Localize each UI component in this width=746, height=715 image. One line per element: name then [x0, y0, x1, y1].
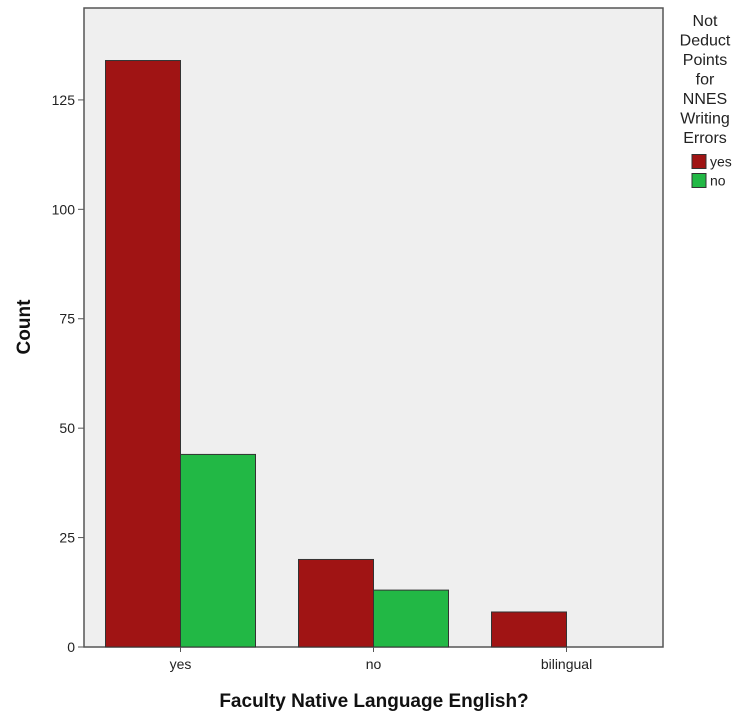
legend: Not Deduct Points for NNES Writing Errors yes no: [680, 13, 732, 189]
bars: [105, 60, 567, 648]
legend-title-line: Points: [683, 52, 727, 69]
legend-title-line: for: [696, 72, 715, 89]
bar-no-no: [373, 589, 449, 648]
bar-yes-bilingual: [491, 611, 567, 648]
x-tick-label: yes: [170, 656, 192, 672]
legend-title-line: Not: [693, 13, 718, 30]
legend-label-no: no: [710, 173, 726, 189]
y-tick-label: 50: [59, 420, 75, 436]
x-tick-label: bilingual: [541, 656, 592, 672]
bar-yes-yes: [105, 60, 181, 648]
legend-title-line: Deduct: [680, 33, 731, 50]
bar-yes-no: [298, 558, 374, 648]
y-tick-label: 75: [59, 311, 75, 327]
y-tick-label: 25: [59, 530, 75, 546]
bar-no-yes: [180, 453, 256, 648]
legend-title-line: Writing: [680, 111, 730, 128]
x-axis: yes no bilingual: [170, 647, 592, 672]
legend-swatch-yes: [691, 154, 707, 169]
y-axis-label: Count: [14, 299, 35, 355]
y-tick-label: 100: [52, 201, 76, 217]
y-tick-label: 125: [52, 92, 76, 108]
x-axis-label: Faculty Native Language English?: [219, 691, 528, 712]
y-axis: 0 25 50 75 100 125: [52, 92, 84, 655]
x-tick-label: no: [366, 656, 382, 672]
legend-label-yes: yes: [710, 154, 732, 170]
y-tick-label: 0: [67, 639, 75, 655]
legend-swatch-no: [691, 173, 707, 188]
legend-title-line: Errors: [683, 130, 727, 147]
legend-title-line: NNES: [683, 91, 727, 108]
